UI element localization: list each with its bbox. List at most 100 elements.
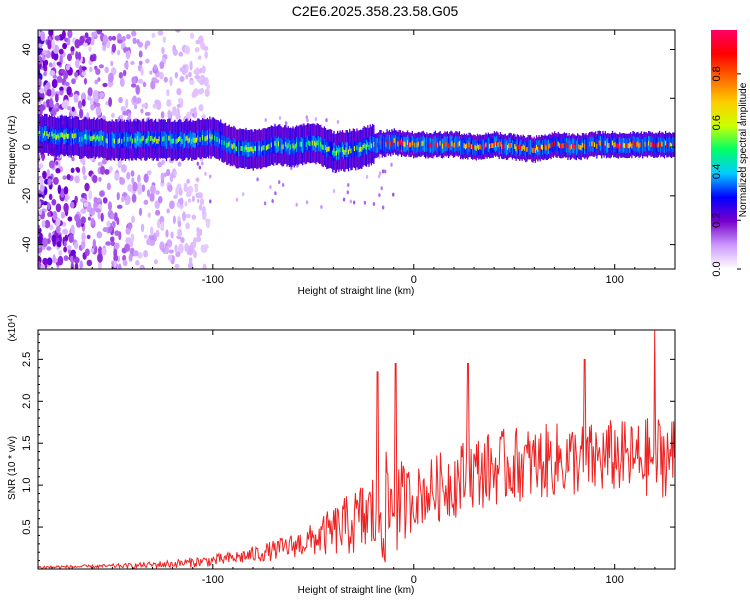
spectrogram-cell (157, 138, 159, 144)
spectrogram-cell (242, 141, 245, 156)
spectrogram-cell (177, 229, 182, 238)
spectrogram-cell (507, 145, 509, 150)
spectrogram-cell (391, 134, 393, 149)
spectrogram-cell (89, 54, 95, 62)
spectrogram-cell (384, 137, 386, 153)
spectrogram-cell (86, 259, 93, 267)
spectrogram-cell (152, 138, 154, 144)
spectrogram-cell (554, 141, 556, 146)
spectrogram-cell (306, 135, 309, 151)
spectrogram-cell (581, 142, 584, 148)
spectrogram-cell (59, 86, 64, 91)
spectrogram-cell (441, 143, 444, 149)
spectrogram-cell (277, 141, 280, 147)
spectrogram-cell (474, 144, 476, 150)
spectrogram-cell (92, 174, 98, 184)
spectrogram-cell (388, 139, 391, 145)
spectrogram-cell (425, 138, 427, 154)
spectrogram-cell (87, 131, 89, 147)
spectrogram-cell (117, 39, 123, 44)
spectrogram-cell (51, 40, 56, 51)
spectrogram-cell (130, 83, 137, 88)
spectrogram-cell (632, 140, 634, 146)
spectrogram-cell (80, 197, 86, 203)
spectrogram-cell (672, 137, 674, 152)
spectrogram-cell (110, 241, 116, 247)
spectrogram-cell (137, 252, 143, 259)
spectrogram-cell (520, 144, 522, 150)
spectrogram-cell (639, 142, 641, 148)
spectrogram-cell (55, 217, 61, 227)
spectrogram-cell (111, 112, 115, 118)
spectrogram-cell (208, 131, 210, 147)
spectrogram-cell (193, 106, 197, 114)
spectrogram-cell (378, 171, 382, 176)
spectrogram-cell (122, 110, 128, 116)
spectrogram-cell (644, 141, 646, 147)
snr-y-tick-label: 1.0 (21, 477, 33, 492)
colorbar-gradient (711, 30, 737, 269)
spectrogram-cell (490, 143, 492, 149)
spectrogram-cell (99, 92, 105, 99)
spectrogram-cell (392, 192, 395, 197)
spectrogram-cell (613, 142, 615, 148)
spectrogram-cell (251, 146, 253, 152)
spectrogram-cell (599, 140, 602, 146)
spectrogram-cell (458, 140, 461, 146)
spectrogram-cell (418, 137, 421, 152)
spectrogram-cell (535, 144, 538, 150)
spectrogram-cell (390, 141, 392, 147)
spectrogram-cell (374, 138, 376, 154)
spectrogram-cell (92, 89, 99, 100)
spectrogram-cell (82, 42, 88, 47)
spectrogram-cell (84, 248, 90, 257)
spectrogram-cell (663, 138, 666, 154)
spectrogram-cell (179, 75, 185, 82)
spectrogram-cell (55, 93, 59, 103)
spectrogram-cell (126, 132, 128, 147)
spectrogram-cell (161, 159, 165, 165)
spectrogram-cell (206, 220, 211, 229)
spectrogram-cell (234, 144, 236, 150)
spectrogram-cell (486, 139, 488, 154)
spectrogram-cell (93, 196, 98, 203)
snr-frame (37, 329, 676, 570)
spectrogram-cell (327, 146, 329, 152)
spectrogram-cell (116, 192, 120, 201)
spectrogram-cell (92, 238, 96, 249)
spectrogram-cell (70, 46, 75, 53)
spectrogram-cell (86, 234, 91, 240)
spectrogram-cell (97, 246, 103, 255)
spectrogram-cell (522, 144, 524, 150)
snr-y-tick-label: 2.5 (21, 352, 33, 367)
spectrogram-cell (169, 76, 173, 87)
spectrogram-cell (103, 131, 105, 147)
spectrogram-cell (94, 79, 98, 85)
spectrogram-cell (92, 135, 94, 141)
spectrogram-cell (205, 136, 207, 142)
snr-x-tick-label: 100 (606, 574, 624, 586)
spectrogram-x-tick-label: -100 (202, 274, 224, 286)
spectrogram-cell (200, 244, 206, 253)
spectrogram-cell (408, 141, 410, 147)
spectrogram-cell (180, 136, 182, 142)
spectrogram-cell (393, 138, 395, 143)
spectrogram-cell (221, 139, 223, 145)
spectrogram-cell (365, 144, 368, 150)
spectrogram-cell (562, 143, 564, 149)
spectrogram-cell (44, 219, 51, 229)
spectrogram-cell (487, 137, 490, 153)
spectrogram-cell (132, 181, 138, 192)
spectrogram-cell (116, 49, 121, 56)
spectrogram-cell (176, 138, 178, 144)
spectrogram-cell (332, 189, 336, 194)
spectrogram-cell (117, 157, 123, 167)
snr-y-tick-label: 2.0 (21, 394, 33, 409)
spectrogram-cell (91, 31, 98, 38)
spectrogram-cell (239, 140, 241, 155)
spectrogram-cell (196, 227, 200, 233)
spectrogram-cell (55, 225, 61, 234)
spectrogram-cell (70, 130, 72, 146)
spectrogram-cell (48, 62, 53, 68)
spectrogram-cell (132, 95, 137, 103)
